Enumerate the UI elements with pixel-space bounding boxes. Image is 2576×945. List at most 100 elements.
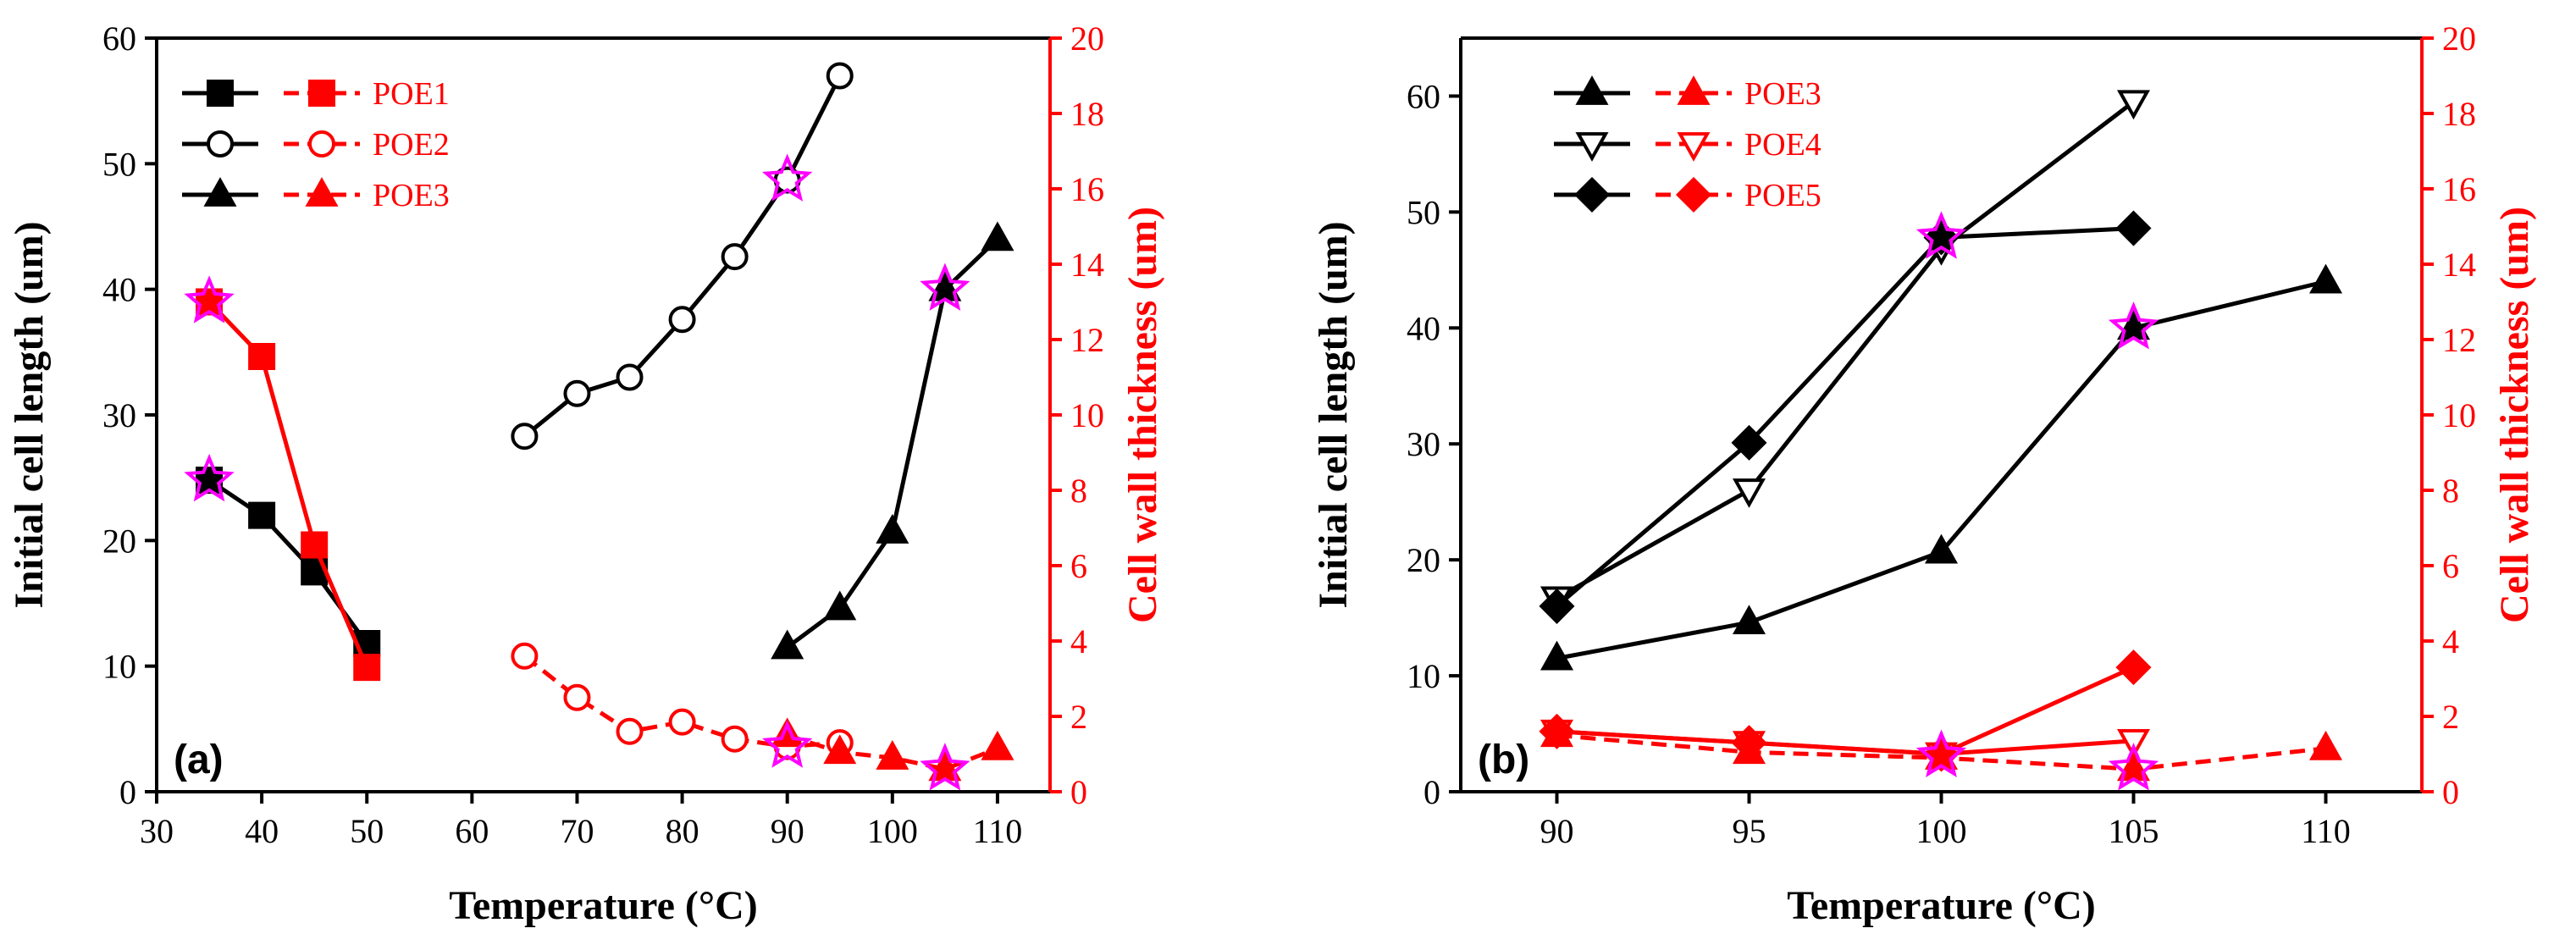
y2-tick-label: 0 xyxy=(2442,773,2459,811)
data-point xyxy=(1539,588,1575,624)
y2-tick-label: 2 xyxy=(1070,698,1087,736)
x-tick-label: 70 xyxy=(560,812,594,850)
data-point xyxy=(2308,263,2343,294)
data-point xyxy=(2308,730,2343,760)
series-line xyxy=(207,478,369,645)
data-point xyxy=(511,642,539,670)
y2-tick-label: 16 xyxy=(2442,170,2476,208)
highlight-star-icon xyxy=(2108,301,2159,350)
y2-tick-label: 20 xyxy=(1070,19,1104,58)
series-line xyxy=(786,237,999,649)
data-point xyxy=(248,343,276,371)
legend-marker xyxy=(1677,132,1711,162)
legend-marker xyxy=(207,130,234,158)
y-tick-label: 0 xyxy=(119,773,136,811)
y2-tick-label: 4 xyxy=(1070,622,1087,660)
data-point xyxy=(1731,725,1767,761)
legend-marker xyxy=(1573,176,1611,213)
panel-label: (a) xyxy=(174,738,224,782)
data-point xyxy=(981,221,1014,251)
data-point xyxy=(721,243,749,271)
data-point xyxy=(616,717,644,745)
y-tick-label: 0 xyxy=(1423,773,1440,811)
y-tick-label: 60 xyxy=(1407,77,1440,115)
data-point xyxy=(511,423,539,450)
legend-label: POE3 xyxy=(1744,76,1821,112)
legend-label: POE1 xyxy=(373,76,450,112)
panel-b: 90 95 100 105 110 0 10 20 30 40 50 60 0 2 4 6 8 10 12 14 16 1… xyxy=(1311,19,2537,928)
series-line xyxy=(207,300,369,669)
x-tick-label: 100 xyxy=(867,812,918,850)
data-point xyxy=(1732,478,1766,508)
series-poe4-right xyxy=(1540,719,2151,772)
y-tick-label: 30 xyxy=(102,396,136,434)
x-tick-label: 110 xyxy=(2301,812,2351,850)
y2-tick-label: 18 xyxy=(1070,95,1104,133)
y2-tick-label: 12 xyxy=(1070,321,1104,359)
y2-tick-label: 2 xyxy=(2442,698,2459,736)
y2-tick-label: 4 xyxy=(2442,622,2459,660)
legend-marker xyxy=(203,177,237,207)
y-tick-label: 40 xyxy=(102,271,136,309)
series-line xyxy=(1555,226,2134,608)
legend-label: POE4 xyxy=(1744,127,1821,163)
y-tick-label: 60 xyxy=(102,19,136,58)
legend-label: POE3 xyxy=(373,178,450,213)
legend-label: POE5 xyxy=(1744,178,1821,213)
data-point xyxy=(771,629,804,660)
data-point xyxy=(563,379,591,407)
highlight-star-icon xyxy=(1915,729,1967,778)
data-point xyxy=(2115,210,2152,246)
data-point xyxy=(981,730,1014,760)
y2-tick-label: 10 xyxy=(1070,396,1104,434)
x-tick-label: 95 xyxy=(1733,812,1766,850)
data-point xyxy=(1540,640,1574,671)
x-axis-title: Temperature (°C) xyxy=(1787,883,2095,928)
x-tick-label: 90 xyxy=(771,812,804,850)
x-tick-label: 30 xyxy=(140,812,174,850)
panel-label: (b) xyxy=(1478,738,1529,782)
highlight-star-icon xyxy=(184,453,235,502)
data-point xyxy=(353,654,381,682)
legend-marker xyxy=(207,80,234,107)
y-tick-label: 20 xyxy=(102,522,136,560)
y2-axis-title: Cell wall thickness (um) xyxy=(2492,207,2537,623)
data-point xyxy=(721,725,749,753)
highlight-star-icon xyxy=(2108,743,2159,791)
data-point xyxy=(876,740,909,770)
legend: POE3 POE4 POE5 xyxy=(1554,75,1821,213)
y2-tick-label: 6 xyxy=(2442,547,2459,585)
data-point xyxy=(668,708,696,736)
x-tick-label: 40 xyxy=(245,812,279,850)
data-point xyxy=(2116,90,2151,120)
data-point xyxy=(1732,605,1766,634)
x-tick-label: 90 xyxy=(1540,812,1574,850)
y2-tick-label: 20 xyxy=(2442,19,2476,58)
series-line xyxy=(1556,100,2136,600)
data-point xyxy=(668,306,696,334)
series-poe2-left xyxy=(511,62,854,450)
series-poe5-right xyxy=(1539,649,2152,772)
data-point xyxy=(876,514,909,544)
legend-marker xyxy=(1575,75,1609,105)
y2-tick-label: 12 xyxy=(2442,321,2476,359)
y-tick-label: 30 xyxy=(1407,425,1440,463)
series-poe3-right xyxy=(771,717,1014,782)
data-point xyxy=(1731,424,1767,461)
data-point xyxy=(248,501,276,529)
legend-marker xyxy=(1575,132,1609,162)
highlight-star-icon xyxy=(762,153,813,202)
x-axis-title: Temperature (°C) xyxy=(449,883,757,928)
data-point xyxy=(1924,533,1959,564)
legend-marker xyxy=(305,177,339,207)
data-point xyxy=(823,734,857,765)
series-poe4-left xyxy=(1540,90,2151,616)
panel-a: 30 40 50 60 70 80 90 100 110 0 10 20 30 40 50 60 0 2 4 6 8 10… xyxy=(7,19,1165,928)
highlight-star-icon xyxy=(1915,211,1967,259)
data-point xyxy=(823,590,857,621)
y-tick-label: 10 xyxy=(102,648,136,686)
legend-label: POE2 xyxy=(373,127,450,163)
legend-marker xyxy=(1675,176,1712,213)
y2-tick-label: 16 xyxy=(1070,170,1104,208)
data-point xyxy=(563,683,591,711)
